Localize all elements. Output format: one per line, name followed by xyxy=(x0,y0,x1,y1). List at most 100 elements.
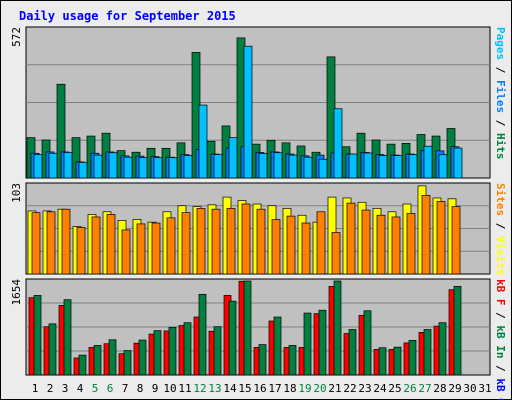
bar-kbytes-kb_in-day-11 xyxy=(183,322,192,376)
bar-requests-pages-day-24 xyxy=(378,155,388,179)
bar-visits-sites-day-2 xyxy=(46,211,56,275)
bar-visits-sites-day-4 xyxy=(76,226,86,275)
bar-kbytes-kb_in-day-28 xyxy=(438,322,447,376)
x-tick-day-17: 17 xyxy=(268,382,281,395)
bar-requests-pages-day-11 xyxy=(183,155,193,179)
legend-kbytes-kb_f: kB F xyxy=(494,279,507,306)
bar-requests-pages-day-12 xyxy=(198,104,208,179)
bar-requests-pages-day-6 xyxy=(108,152,118,179)
bar-requests-pages-day-17 xyxy=(273,152,283,179)
legend-requests-files: Files xyxy=(494,80,507,113)
x-tick-day-23: 23 xyxy=(358,382,371,395)
bar-requests-pages-day-20 xyxy=(318,158,328,179)
x-axis-tick-labels: 1 2 3 4 5 6 7 8 9 10 11 12 13 14 15 16 17 18 19 20 21 22 23 24 2… xyxy=(32,382,492,395)
series-visits-sites xyxy=(31,195,461,275)
bar-visits-sites-day-17 xyxy=(271,219,281,275)
bar-kbytes-kb_in-day-22 xyxy=(348,329,357,376)
bar-requests-pages-day-25 xyxy=(393,155,403,179)
bar-requests-pages-day-4 xyxy=(78,162,88,179)
bar-requests-pages-day-7 xyxy=(123,156,133,179)
bar-visits-sites-day-22 xyxy=(346,202,356,275)
bar-kbytes-kb_in-day-1 xyxy=(33,295,42,376)
legend-kbytes-separator-3: / xyxy=(494,359,507,379)
legend-kbytes: kB F / kB In / kB Out xyxy=(494,279,507,400)
legend-requests-pages: Pages xyxy=(494,27,507,60)
bar-requests-pages-day-19 xyxy=(303,156,313,179)
bar-visits-sites-day-24 xyxy=(376,214,386,275)
legend-requests: Pages / Files / Hits xyxy=(494,27,507,160)
bar-visits-sites-day-26 xyxy=(406,213,416,275)
bar-visits-sites-day-28 xyxy=(436,201,446,275)
legend-requests-separator-3: / xyxy=(494,113,507,133)
bar-kbytes-kb_in-day-7 xyxy=(123,350,132,376)
bar-kbytes-kb_in-day-3 xyxy=(63,299,72,376)
chart-title: Daily usage for September 2015 xyxy=(19,9,236,23)
panel-requests: 572 Pages / Files / Hits xyxy=(10,26,507,179)
bar-requests-pages-day-16 xyxy=(258,153,268,179)
bar-requests-pages-day-2 xyxy=(48,152,58,179)
x-tick-day-14: 14 xyxy=(223,382,237,395)
bar-requests-pages-day-8 xyxy=(138,157,148,179)
bar-visits-sites-day-19 xyxy=(301,222,311,275)
x-tick-day-7: 7 xyxy=(122,382,129,395)
legend-requests-hits: Hits xyxy=(494,133,507,160)
bar-kbytes-kb_in-day-18 xyxy=(288,345,297,376)
bar-kbytes-kb_in-day-23 xyxy=(363,310,372,376)
x-tick-day-12: 12 xyxy=(193,382,206,395)
bar-visits-sites-day-27 xyxy=(421,195,431,275)
legend-visits: Sites / Visits xyxy=(494,183,507,276)
x-tick-day-9: 9 xyxy=(152,382,159,395)
bar-kbytes-kb_in-day-27 xyxy=(423,329,432,376)
x-tick-day-21: 21 xyxy=(328,382,341,395)
bar-kbytes-kb_in-day-13 xyxy=(213,326,222,376)
bar-kbytes-kb_in-day-10 xyxy=(168,326,177,376)
bar-kbytes-kb_in-day-12 xyxy=(198,293,207,376)
legend-kbytes-separator-1: / xyxy=(494,306,507,326)
y-max-label-kbytes: 1654 xyxy=(10,279,23,306)
bar-kbytes-kb_in-day-19 xyxy=(303,312,312,376)
bar-requests-pages-day-13 xyxy=(213,154,223,179)
bar-visits-sites-day-25 xyxy=(391,216,401,275)
bar-visits-sites-day-11 xyxy=(181,212,191,275)
bar-visits-sites-day-3 xyxy=(61,208,71,275)
bar-kbytes-kb_in-day-2 xyxy=(48,323,57,376)
bar-requests-pages-day-10 xyxy=(168,157,178,179)
bar-requests-pages-day-3 xyxy=(63,152,73,179)
x-tick-day-19: 19 xyxy=(298,382,311,395)
bar-kbytes-kb_in-day-21 xyxy=(333,280,342,376)
bar-requests-pages-day-26 xyxy=(408,154,418,179)
legend-visits-separator-1: / xyxy=(494,216,507,236)
x-tick-day-20: 20 xyxy=(313,382,326,395)
bar-visits-sites-day-9 xyxy=(151,222,161,275)
x-tick-day-28: 28 xyxy=(433,382,446,395)
x-tick-day-24: 24 xyxy=(373,382,387,395)
legend-visits-sites: Sites xyxy=(494,183,507,216)
bar-requests-pages-day-27 xyxy=(423,145,433,179)
bar-kbytes-kb_in-day-29 xyxy=(453,285,462,376)
bar-kbytes-kb_in-day-4 xyxy=(78,354,87,376)
bar-visits-sites-day-29 xyxy=(451,206,461,275)
legend-visits-visits: Visits xyxy=(494,236,507,276)
bar-requests-pages-day-23 xyxy=(363,152,373,179)
bar-visits-sites-day-10 xyxy=(166,217,176,275)
x-tick-day-8: 8 xyxy=(137,382,144,395)
bar-requests-pages-day-5 xyxy=(93,154,103,179)
x-tick-day-13: 13 xyxy=(208,382,221,395)
bar-kbytes-kb_in-day-6 xyxy=(108,339,117,376)
panel-kbytes: 1654 kB F / kB In / kB Out xyxy=(10,278,507,400)
bar-visits-sites-day-7 xyxy=(121,229,131,275)
bar-requests-pages-day-1 xyxy=(33,154,43,179)
bar-kbytes-kb_in-day-17 xyxy=(273,316,282,376)
bar-requests-pages-day-21 xyxy=(333,108,343,179)
x-tick-day-15: 15 xyxy=(238,382,251,395)
bar-kbytes-kb_in-day-15 xyxy=(243,280,252,376)
bar-requests-pages-day-14 xyxy=(228,137,238,179)
x-tick-day-16: 16 xyxy=(253,382,266,395)
bar-visits-sites-day-5 xyxy=(91,216,101,275)
bar-visits-sites-day-23 xyxy=(361,209,371,275)
series-kbytes-kb_in xyxy=(33,280,462,376)
x-tick-day-1: 1 xyxy=(32,382,39,395)
bar-kbytes-kb_in-day-9 xyxy=(153,330,162,376)
x-tick-day-18: 18 xyxy=(283,382,296,395)
